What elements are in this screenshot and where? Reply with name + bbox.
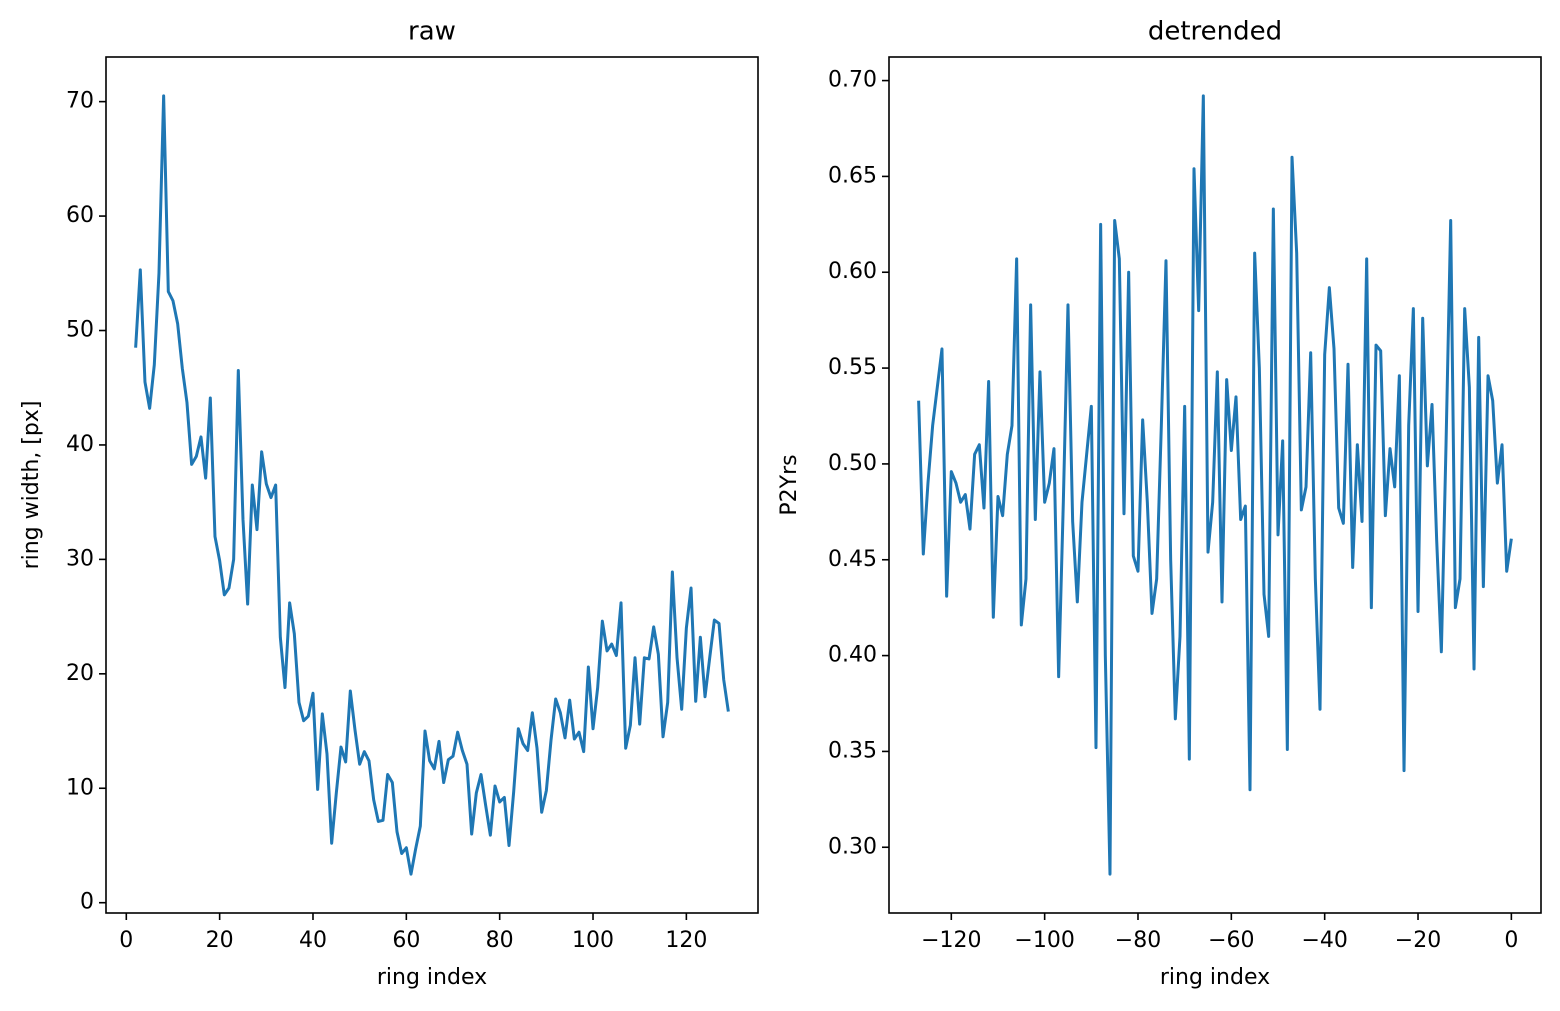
x-tick-label: 20	[206, 928, 234, 953]
x-tick-label: −20	[1395, 928, 1441, 953]
x-tick-label: −80	[1115, 928, 1161, 953]
y-tick-label: 0.50	[828, 451, 877, 476]
y-tick-label: 10	[66, 775, 94, 800]
x-axis-label: ring index	[377, 965, 487, 990]
x-tick-label: −60	[1208, 928, 1254, 953]
y-tick-label: 0.65	[828, 163, 877, 188]
x-tick-label: 80	[486, 928, 514, 953]
x-tick-label: 40	[299, 928, 327, 953]
y-tick-label: 0.60	[828, 259, 877, 284]
y-tick-label: 0.40	[828, 643, 877, 668]
y-tick-label: 0.45	[828, 547, 877, 572]
chart-title: raw	[408, 17, 456, 47]
y-tick-label: 0.55	[828, 355, 877, 380]
x-tick-label: 100	[572, 928, 614, 953]
y-tick-label: 0.35	[828, 738, 877, 763]
y-tick-label: 40	[66, 432, 94, 457]
chart-title: detrended	[1148, 17, 1282, 47]
y-tick-label: 30	[66, 546, 94, 571]
y-tick-label: 0	[80, 890, 94, 915]
x-tick-label: −100	[1014, 928, 1074, 953]
x-axis-label: ring index	[1160, 965, 1270, 990]
x-tick-label: −120	[921, 928, 981, 953]
data-line	[917, 94, 1513, 876]
axes-frame	[888, 56, 1542, 914]
axes-frame	[105, 56, 759, 914]
data-line	[134, 94, 730, 876]
y-axis-label: P2Yrs	[777, 454, 802, 515]
y-tick-label: 50	[66, 318, 94, 343]
y-tick-label: 60	[66, 203, 94, 228]
x-tick-label: −40	[1301, 928, 1347, 953]
y-tick-label: 70	[66, 89, 94, 114]
x-tick-label: 0	[119, 928, 133, 953]
y-axis-label: ring width, [px]	[19, 401, 44, 570]
y-tick-label: 0.30	[828, 834, 877, 859]
y-tick-label: 20	[66, 661, 94, 686]
x-tick-label: 120	[665, 928, 707, 953]
x-tick-label: 0	[1504, 928, 1518, 953]
y-tick-label: 0.70	[828, 68, 877, 93]
x-tick-label: 60	[392, 928, 420, 953]
